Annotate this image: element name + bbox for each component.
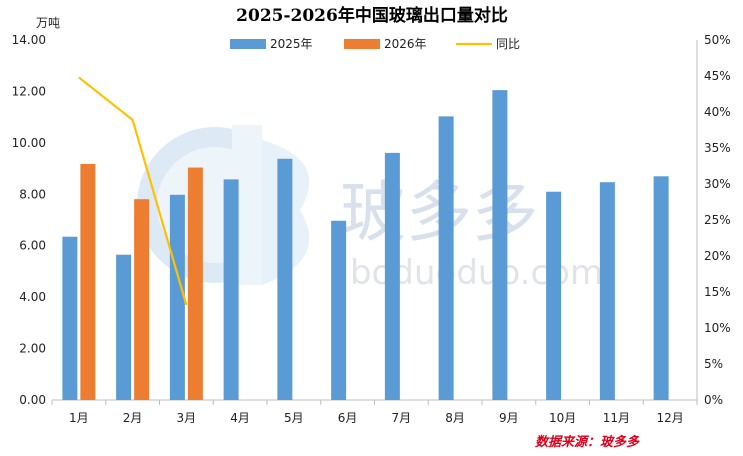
y-left-tick-label: 0.00 <box>19 393 46 407</box>
bar-series1 <box>492 90 508 401</box>
line-series <box>78 76 188 306</box>
bar-series1 <box>384 152 400 400</box>
y-axis-right: 0% 5% 10% 15% 20% 25% 30% 35% 40% 45% 50% <box>696 33 731 407</box>
x-tick-label: 6月 <box>338 411 358 425</box>
chart-title: 2025-2026年中国玻璃出口量对比 <box>236 5 508 26</box>
y-right-tick-label: 15% <box>704 285 731 299</box>
y-right-tick-label: 50% <box>704 33 731 47</box>
bar-series1 <box>116 254 132 400</box>
bar-series1 <box>277 158 293 400</box>
y-right-tick-label: 35% <box>704 141 731 155</box>
bars <box>62 90 669 401</box>
y-right-tick-label: 5% <box>704 357 723 371</box>
y-left-tick-label: 6.00 <box>19 239 46 253</box>
x-tick-label: 8月 <box>445 411 465 425</box>
x-axis: 1月 2月 3月 4月 5月 6月 7月 8月 9月 10月 11月 12月 <box>51 399 698 425</box>
watermark-logo: 玻多多 boduoduo.com <box>137 125 603 293</box>
yoy-line <box>78 76 188 306</box>
y-axis-left: 0.00 2.00 4.00 6.00 8.00 10.00 12.00 14.00 <box>12 33 46 407</box>
x-tick-label: 11月 <box>603 411 630 425</box>
source-note: 数据来源：玻多多 <box>535 434 640 450</box>
x-tick-label: 5月 <box>284 411 304 425</box>
x-tick-label: 4月 <box>230 411 250 425</box>
y-right-tick-label: 10% <box>704 321 731 335</box>
y-right-tick-label: 0% <box>704 393 723 407</box>
x-tick-label: 2月 <box>123 411 143 425</box>
y-left-tick-label: 4.00 <box>19 290 46 304</box>
y-left-tick-label: 10.00 <box>12 136 46 150</box>
legend-label: 2026年 <box>384 37 427 51</box>
x-tick-label: 3月 <box>177 411 197 425</box>
y-left-tick-label: 8.00 <box>19 187 46 201</box>
bar-series1 <box>223 179 239 400</box>
y-right-tick-label: 25% <box>704 213 731 227</box>
x-tick-label: 10月 <box>549 411 576 425</box>
x-tick-label: 7月 <box>392 411 412 425</box>
legend-label: 2025年 <box>270 37 313 51</box>
bar-series2 <box>134 199 150 400</box>
y-right-tick-label: 40% <box>704 105 731 119</box>
bar-series1 <box>62 236 78 400</box>
bar-series2 <box>187 167 203 400</box>
x-tick-label: 1月 <box>69 411 89 425</box>
y-right-tick-label: 20% <box>704 249 731 263</box>
y-left-tick-label: 12.00 <box>12 84 46 98</box>
y-right-tick-label: 45% <box>704 69 731 83</box>
bar-series1 <box>331 220 347 400</box>
y-axis-left-unit-label: 万吨 <box>36 16 60 30</box>
bar-series1 <box>169 194 185 400</box>
y-left-tick-label: 2.00 <box>19 342 46 356</box>
x-tick-label: 9月 <box>499 411 519 425</box>
y-right-tick-label: 30% <box>704 177 731 191</box>
x-tick-label: 12月 <box>656 411 683 425</box>
legend: 2025年 2026年 同比 <box>230 37 520 51</box>
bar-series2 <box>80 163 96 400</box>
bar-series1 <box>546 191 562 400</box>
bar-series1 <box>438 116 454 400</box>
legend-swatch <box>230 39 266 49</box>
legend-label: 同比 <box>496 37 520 51</box>
y-left-tick-label: 14.00 <box>12 33 46 47</box>
legend-swatch <box>344 39 380 49</box>
bar-series1 <box>599 182 615 400</box>
bar-series1 <box>653 176 669 400</box>
